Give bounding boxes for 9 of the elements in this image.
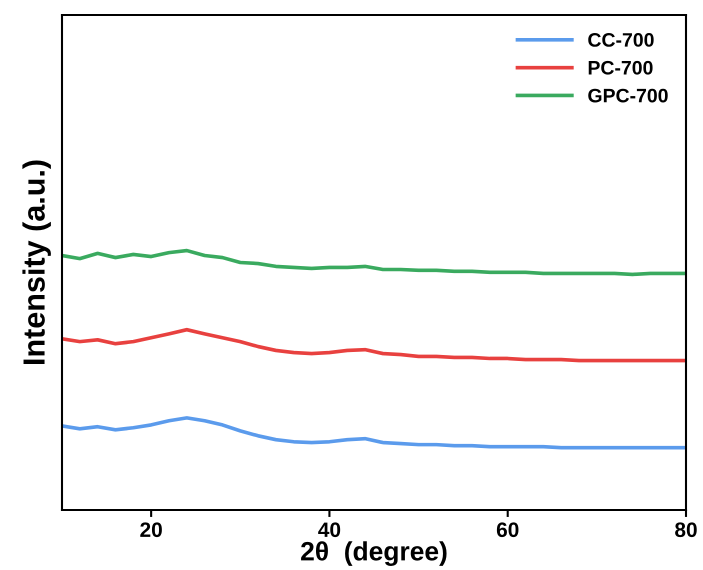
- x-tick-label: 20: [140, 522, 162, 538]
- legend-label: PC-700: [588, 60, 653, 75]
- y-axis-title: Intensity (a.u.): [22, 160, 51, 364]
- legend-label: GPC-700: [588, 88, 668, 102]
- legend-label: CC-700: [588, 33, 654, 47]
- x-tick-label: 80: [675, 522, 697, 538]
- x-axis-title: 2θ (degree): [301, 541, 447, 566]
- x-tick-label: 40: [318, 522, 340, 538]
- x-tick-label: 60: [496, 522, 518, 538]
